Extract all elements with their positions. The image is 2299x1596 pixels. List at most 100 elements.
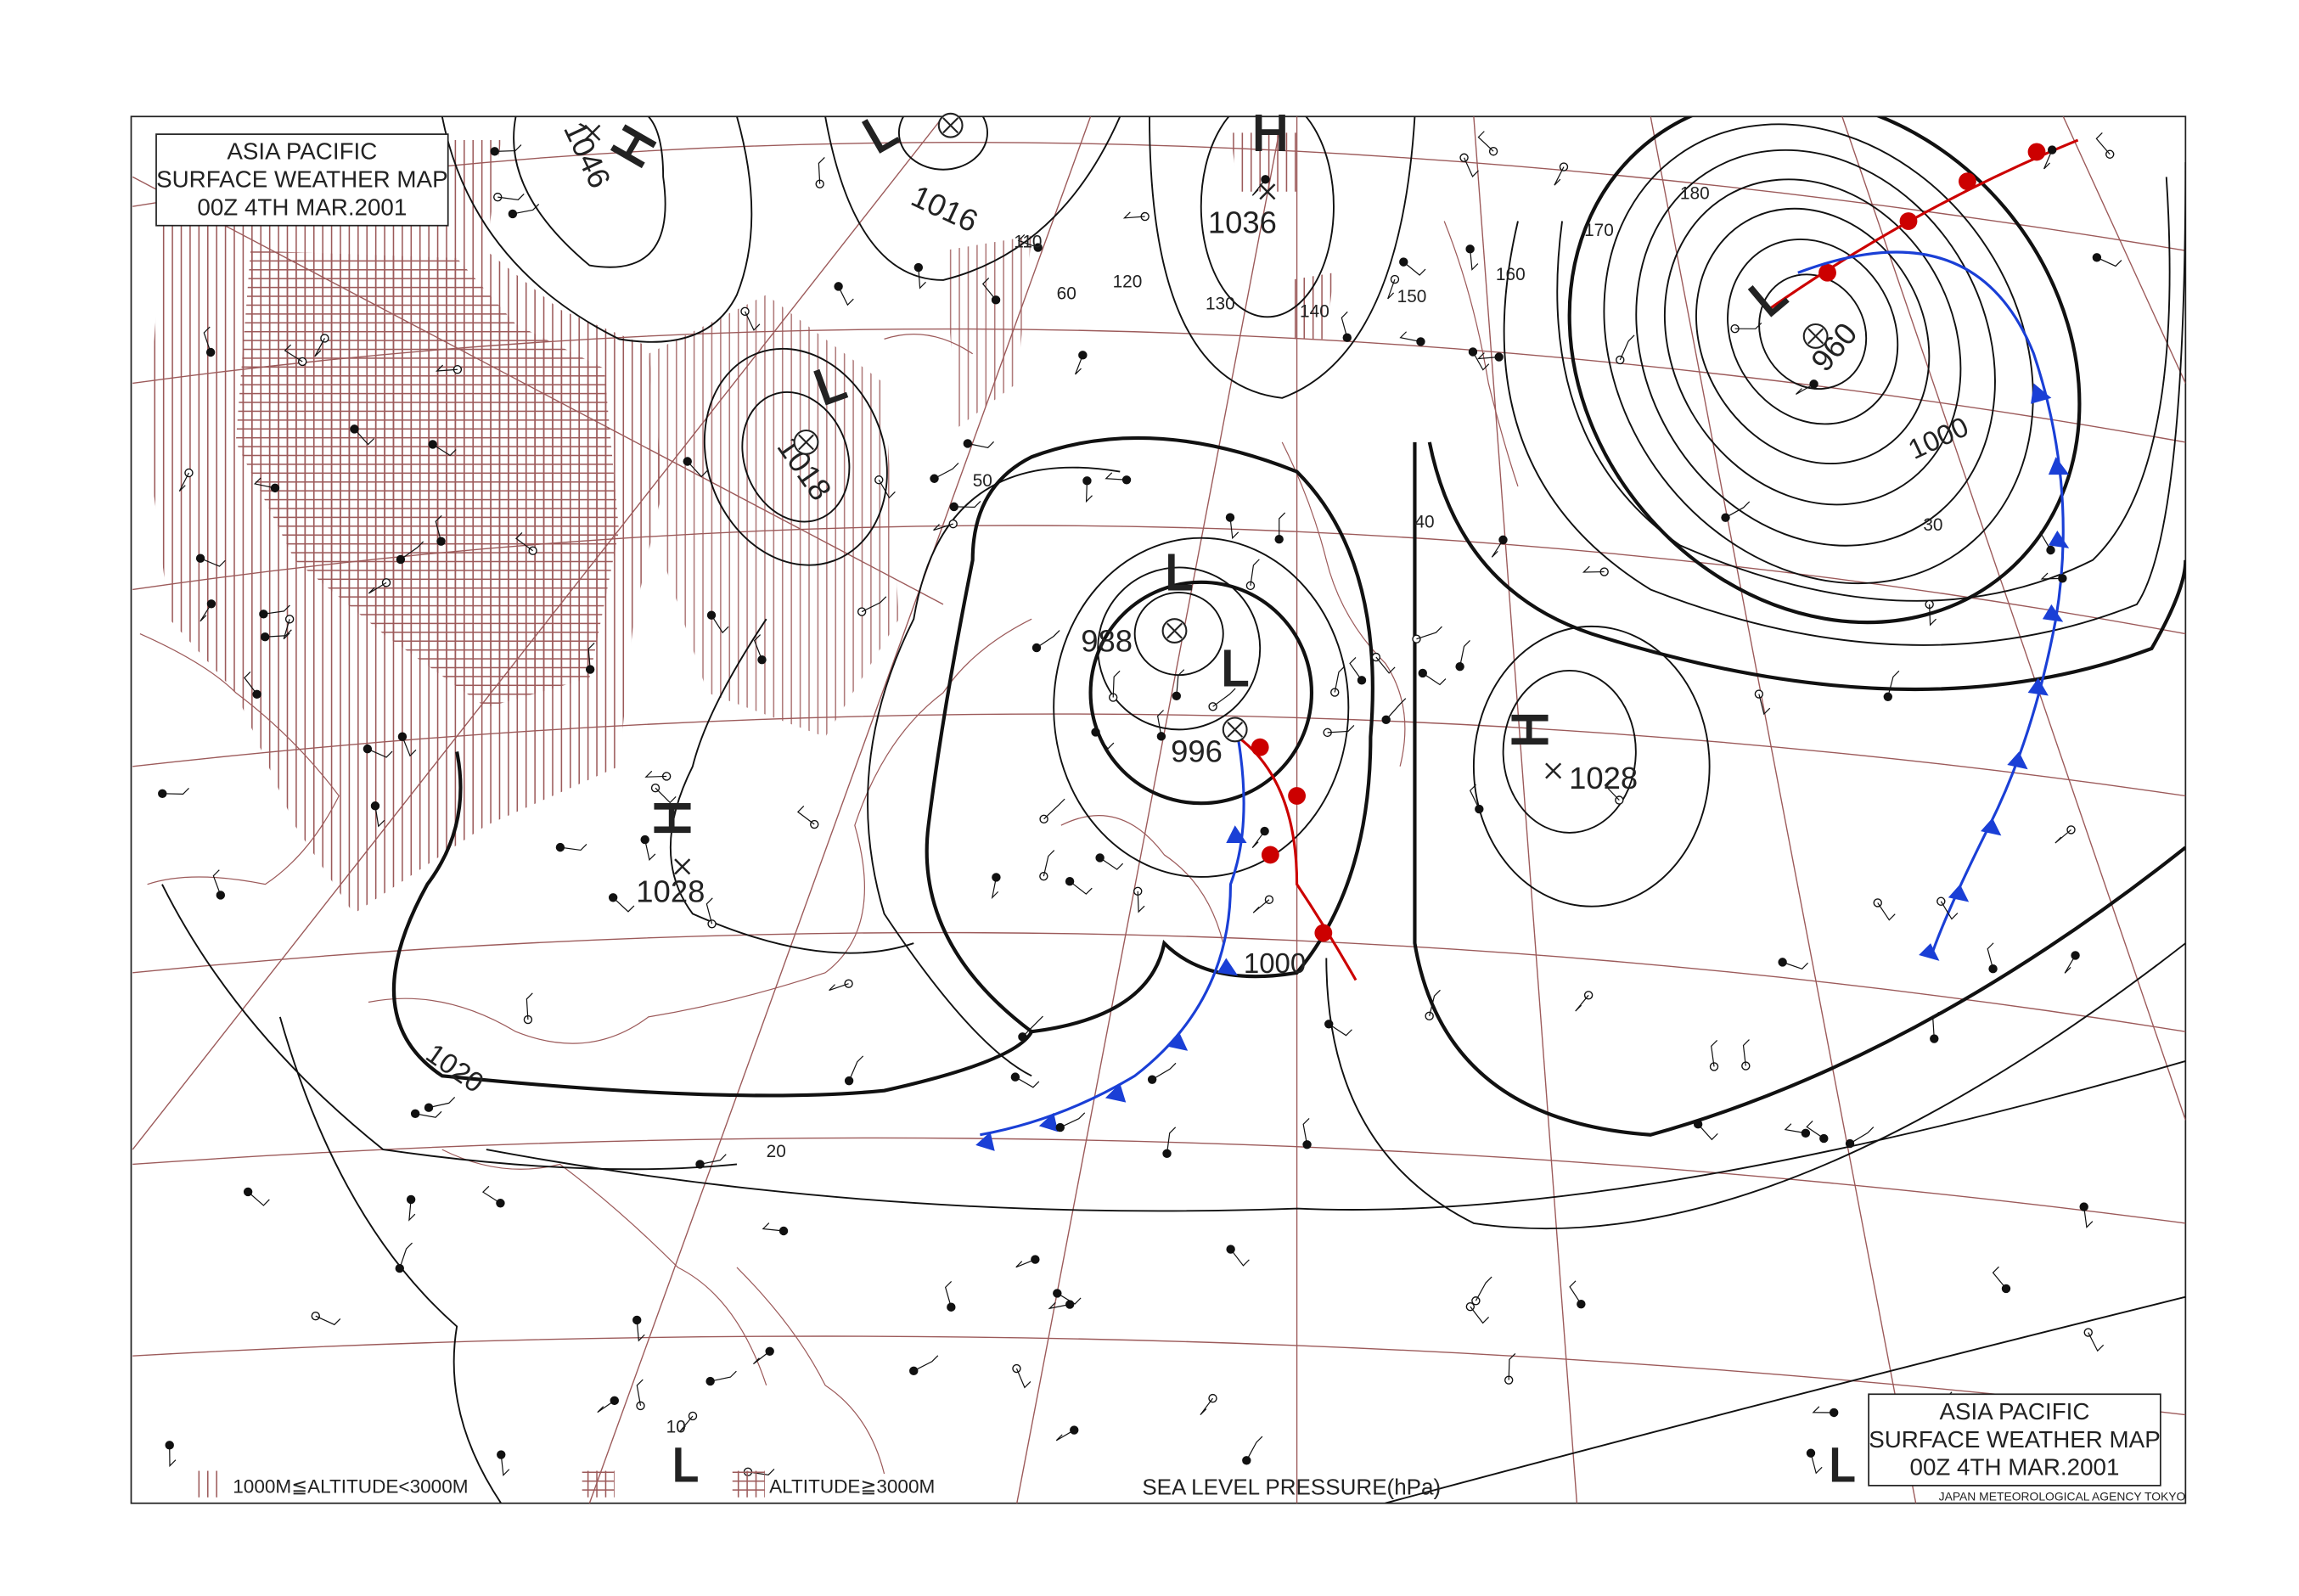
pressure-symbol: H (644, 800, 700, 836)
wind-barb (1472, 351, 1490, 371)
wind-barb (1491, 539, 1504, 558)
wind-barb (1758, 694, 1771, 716)
wind-barb (169, 1445, 177, 1468)
wind-barb (1200, 1397, 1213, 1415)
wind-barb (1386, 698, 1407, 721)
grid-label: 170 (1584, 221, 1614, 240)
wind-barb (526, 992, 533, 1020)
wind-barb (1697, 1123, 1718, 1141)
wind-barb (1429, 989, 1441, 1016)
wind-barb (1725, 501, 1751, 519)
wind-barb (200, 603, 212, 622)
wind-barb (1229, 517, 1239, 540)
wind-barb (934, 463, 959, 480)
terrain-hatch (1230, 132, 1334, 340)
station-dot (636, 1401, 645, 1411)
wind-barb (1166, 1127, 1177, 1154)
wind-barb (515, 531, 533, 552)
wind-barb (1245, 1436, 1263, 1461)
station-dot (947, 1302, 956, 1312)
wind-barb (1036, 630, 1060, 649)
wind-barb (247, 1191, 270, 1206)
station-dot (320, 334, 329, 343)
station-dot (740, 306, 750, 317)
wind-barb (1250, 559, 1260, 586)
wind-barb (428, 1097, 456, 1109)
wind-barb (2039, 525, 2052, 551)
wind-barb (1341, 311, 1348, 338)
wind-barb (1459, 640, 1470, 667)
legend-swatch-low (191, 1470, 224, 1498)
wind-barb (636, 1379, 644, 1406)
wind-barb (1477, 131, 1494, 152)
coastline (139, 221, 1519, 1475)
station-dot (1455, 662, 1464, 672)
wind-barb (2096, 256, 2122, 267)
wind-barb (244, 672, 258, 695)
station-dot (844, 979, 853, 988)
wind-barb (2043, 149, 2053, 170)
wind-barb (1015, 1368, 1031, 1389)
center-mark (1545, 762, 1562, 779)
isobar-label: 1000 (1244, 947, 1306, 979)
wind-barb (212, 869, 222, 896)
wind-barb (753, 634, 763, 660)
terrain-hatch (648, 295, 899, 738)
wind-barb (587, 642, 595, 670)
wind-barb (1604, 778, 1620, 801)
wind-barb (655, 787, 677, 804)
wind-barb (1251, 830, 1266, 849)
wind-barb (1105, 472, 1127, 480)
wind-barb (1416, 626, 1442, 640)
wind-barb (1327, 725, 1355, 733)
wind-barb (435, 514, 442, 542)
wind-barb (1328, 1023, 1352, 1037)
wind-barb (1043, 798, 1065, 820)
wind-barb (1929, 604, 1936, 627)
wind-barb (1554, 166, 1565, 186)
wind-barb (1156, 710, 1164, 737)
wind-barb (878, 479, 896, 499)
center-mark (942, 117, 959, 134)
wind-barb (1469, 784, 1480, 810)
wind-barb (1470, 249, 1479, 271)
station-dot (2092, 253, 2102, 262)
station-dot (874, 475, 884, 485)
wind-barb (1302, 1118, 1310, 1145)
wind-barb (1806, 1120, 1824, 1139)
map-body (132, 116, 2186, 1503)
wind-barb (497, 193, 525, 200)
station-dot (397, 732, 408, 741)
wind-barb (2040, 572, 2063, 580)
grid-label: 50 (973, 471, 992, 491)
station-dot (424, 1103, 434, 1112)
wind-barb (933, 523, 953, 531)
center-mark (1807, 328, 1824, 345)
terrain-hatch-high (235, 250, 620, 708)
grid-label: 40 (1414, 513, 1434, 532)
wind-barb (559, 844, 587, 851)
legend-pressure: SEA LEVEL PRESSURE(hPa) (1142, 1474, 1441, 1499)
legend-high: ALTITUDE≧3000M (769, 1476, 935, 1498)
wind-barb (1464, 157, 1479, 177)
wind-barb (2095, 132, 2111, 155)
wind-barb (2088, 1332, 2105, 1352)
wind-barb (500, 1454, 510, 1477)
pressure-value: 1028 (1569, 761, 1638, 795)
wind-barb (2054, 829, 2071, 844)
pressure-value: 1036 (1208, 205, 1277, 239)
grid-label: 130 (1206, 295, 1235, 314)
wind-barb (399, 1242, 413, 1269)
pressure-symbol: L (672, 1439, 699, 1492)
station-dot (810, 819, 819, 829)
pressure-symbol: H (1503, 711, 1559, 748)
wind-barb (1987, 942, 1994, 969)
wind-barb (1711, 1040, 1718, 1067)
wind-barb (178, 472, 189, 492)
grid-label: 60 (1057, 284, 1076, 304)
wind-barb (1085, 480, 1093, 503)
wind-barb (953, 501, 981, 509)
title-line: SURFACE WEATHER MAP (1869, 1426, 2161, 1453)
wind-barb (913, 1355, 939, 1372)
wind-barb (436, 364, 458, 372)
